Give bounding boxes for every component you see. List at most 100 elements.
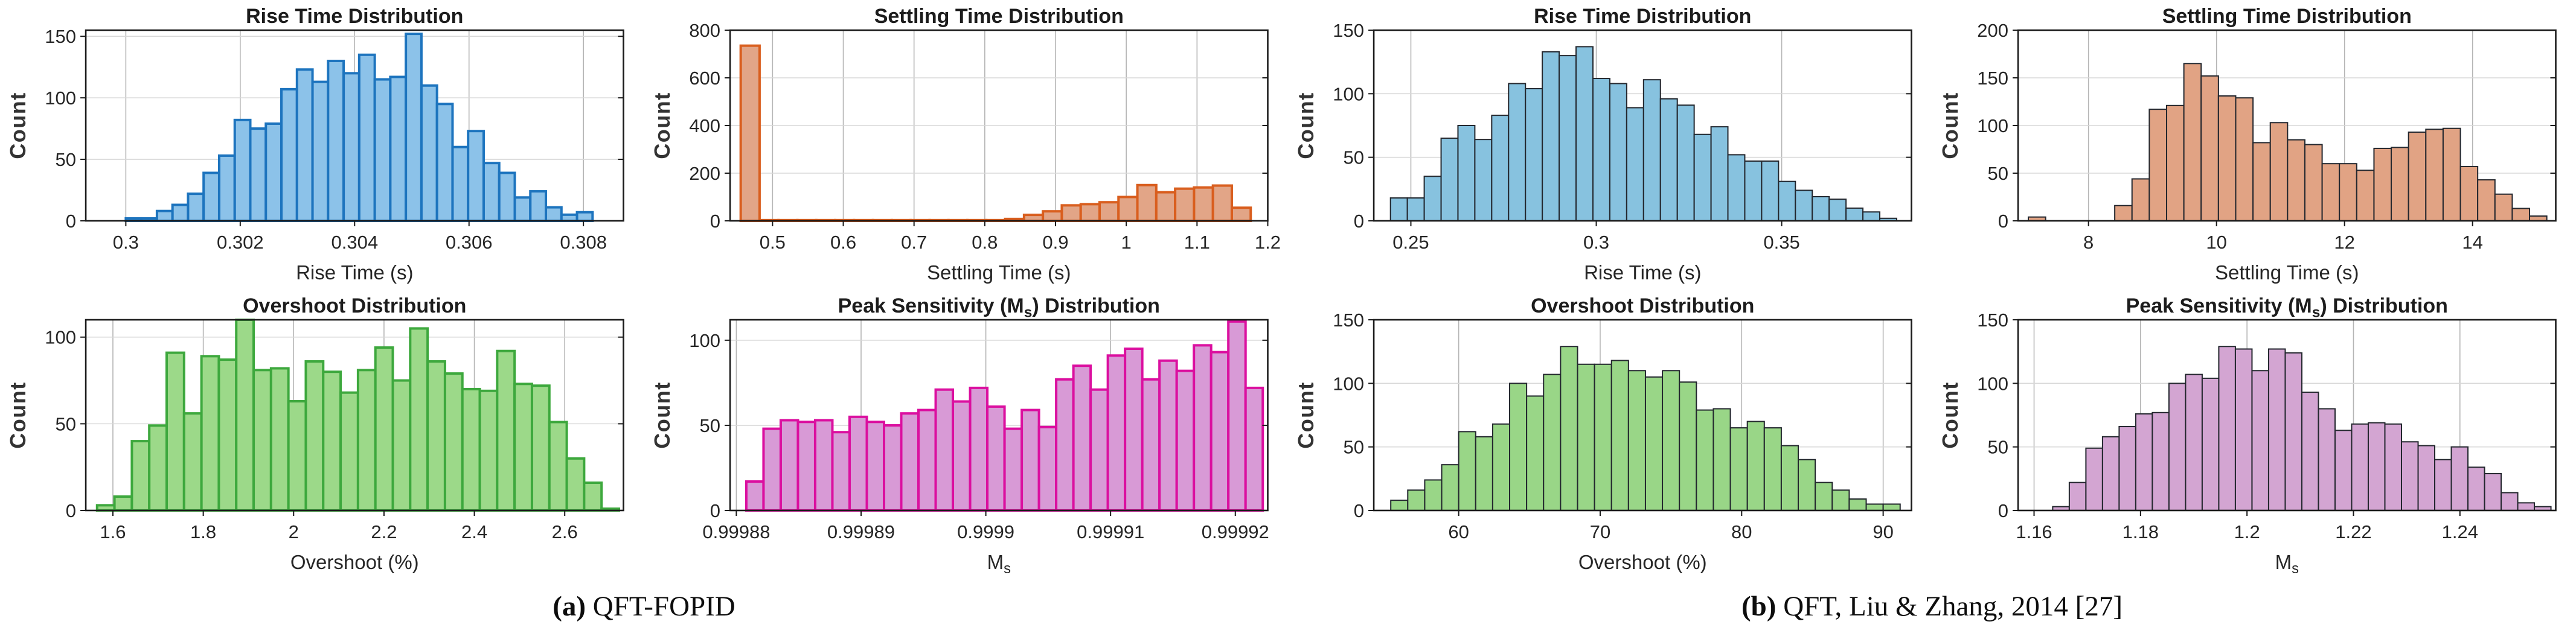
bar <box>2286 139 2305 221</box>
bar <box>200 355 220 512</box>
x-tick-label: 0.35 <box>1763 232 1799 253</box>
bar <box>1407 489 1426 511</box>
bar <box>252 369 272 512</box>
y-tick-label: 0 <box>1354 211 1364 232</box>
histogram-a-rise-time: 0.3 0.302 0.304 0.306 0.308 0 50 100 150 Rise Tim… <box>5 5 624 284</box>
bar <box>482 162 501 222</box>
y-tick-label: 150 <box>1977 310 2008 331</box>
bar <box>2251 370 2269 511</box>
bar <box>373 78 392 222</box>
bar <box>1041 210 1063 223</box>
y-tick-label: 800 <box>689 20 720 41</box>
bar <box>295 68 314 222</box>
bar <box>2500 492 2519 511</box>
bar <box>1542 51 1560 222</box>
bar <box>2252 142 2271 221</box>
panel-a-rise-time: 0.3 0.302 0.304 0.306 0.308 0 50 100 150 Rise Tim… <box>0 0 644 290</box>
y-tick-label: 400 <box>689 115 720 136</box>
y-axis-label: Count <box>1938 381 1962 448</box>
bar <box>796 421 816 512</box>
bar <box>478 389 499 512</box>
bar <box>1491 423 1511 511</box>
x-tick-label: 0.3 <box>113 232 139 253</box>
bar <box>2269 122 2288 221</box>
bar <box>339 391 359 512</box>
bar <box>322 370 342 512</box>
bar <box>148 424 168 512</box>
bar <box>530 384 551 512</box>
bar <box>865 421 885 512</box>
bar <box>327 59 345 222</box>
bar <box>443 372 464 512</box>
bar <box>2217 95 2236 221</box>
bar <box>1559 55 1577 221</box>
bar <box>1575 46 1594 222</box>
y-tick-label: 0 <box>1354 500 1364 521</box>
bar <box>2151 412 2170 511</box>
x-tick-label: 12 <box>2334 232 2354 253</box>
bar <box>311 80 330 222</box>
histogram-a-peak-sensitivity: 0.99988 0.99989 0.9999 0.99991 0.99992 0 50 100… <box>650 294 1269 577</box>
y-axis-label: Count <box>1293 92 1318 159</box>
bar <box>217 358 238 512</box>
bar <box>2338 163 2357 222</box>
bar <box>235 319 255 512</box>
bar <box>1862 211 1880 221</box>
bar <box>2084 447 2103 512</box>
x-tick-label: 0.99992 <box>1201 521 1269 542</box>
x-tick-label: 0.99989 <box>827 521 894 542</box>
axes-box <box>2017 29 2557 222</box>
caption-a-text: QFT-FOPID <box>586 591 735 622</box>
bar <box>2494 193 2513 222</box>
y-tick-label: 0 <box>1998 500 2008 521</box>
bars <box>2051 346 2552 512</box>
bar <box>130 440 151 512</box>
chart-title: Settling Time Distribution <box>874 5 1123 28</box>
bar <box>1089 388 1109 512</box>
bar <box>1123 347 1144 512</box>
bar <box>2417 445 2435 511</box>
bar <box>280 87 298 222</box>
bar <box>2476 179 2496 221</box>
bar <box>1037 425 1057 512</box>
x-axis-label: Rise Time (s) <box>296 261 413 284</box>
histogram-b-peak-sensitivity: 1.16 1.18 1.2 1.22 1.24 0 50 100 150 Peak Sensiti… <box>1938 294 2557 577</box>
bar <box>1594 363 1612 511</box>
bar <box>2433 459 2452 512</box>
bar <box>2350 423 2369 511</box>
x-tick-label: 2.6 <box>552 521 578 542</box>
tick-marks <box>80 336 624 516</box>
y-axis-label: Count <box>650 92 674 159</box>
y-tick-label: 150 <box>45 26 76 47</box>
bar <box>1713 408 1731 511</box>
x-tick-labels: 0.3 0.302 0.304 0.306 0.308 <box>113 232 607 253</box>
chart-title: Overshoot Distribution <box>243 294 466 317</box>
x-tick-label: 1.16 <box>2016 521 2052 542</box>
bar <box>1828 199 1847 222</box>
caption-b: (b) QFT, Liu & Zhang, 2014 [27] <box>1288 579 2576 642</box>
bar <box>1626 107 1644 221</box>
bar <box>409 327 429 512</box>
bar <box>2234 97 2254 221</box>
bar <box>1812 195 1830 221</box>
bar <box>2517 502 2535 511</box>
caption-a-label: (a) <box>553 591 586 622</box>
bar <box>405 33 423 223</box>
bar <box>2267 348 2286 511</box>
bar <box>1644 376 1664 511</box>
x-tick-label: 0.3 <box>1583 232 1609 253</box>
y-tick-labels: 0 50 100 <box>689 330 720 521</box>
bar <box>565 457 586 512</box>
bar <box>233 118 252 222</box>
y-tick-label: 50 <box>56 413 76 434</box>
bar <box>1230 206 1252 222</box>
x-tick-label: 0.99991 <box>1077 521 1144 542</box>
panel-a-peak-sensitivity: 0.99988 0.99989 0.9999 0.99991 0.99992 0 50 100… <box>644 290 1289 579</box>
x-tick-label: 0.99988 <box>702 521 770 542</box>
chart-title: Rise Time Distribution <box>1534 5 1751 28</box>
chart-title: Peak Sensitivity (Ms) Distribution <box>2126 294 2447 320</box>
bar <box>513 196 532 223</box>
axes-box <box>85 319 624 512</box>
y-axis-label: Count <box>1293 381 1318 448</box>
